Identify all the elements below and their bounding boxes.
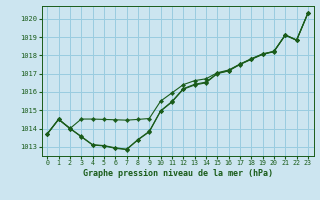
X-axis label: Graphe pression niveau de la mer (hPa): Graphe pression niveau de la mer (hPa) (83, 169, 273, 178)
